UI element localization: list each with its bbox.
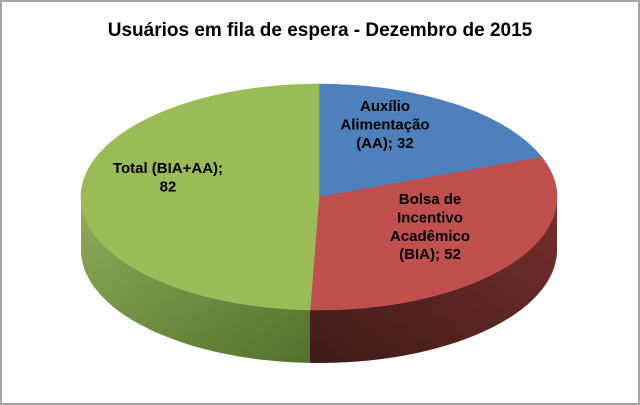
pie-slice-side-total (81, 197, 310, 363)
pie-label-total: Total (BIA+AA); 82 (113, 160, 223, 195)
pie-slice-total (80, 83, 320, 311)
pie-slice-side-bia (309, 197, 557, 364)
pie-slice-bia (309, 156, 558, 311)
pie-slice-aa (318, 83, 543, 198)
chart-title: Usuários em fila de espera - Dezembro de… (107, 20, 533, 41)
pie-label-aa: Auxílio Alimentação (AA); 32 (340, 98, 429, 152)
pie-label-bia: Bolsa de Incentivo Acadêmico (BIA); 52 (390, 191, 470, 263)
